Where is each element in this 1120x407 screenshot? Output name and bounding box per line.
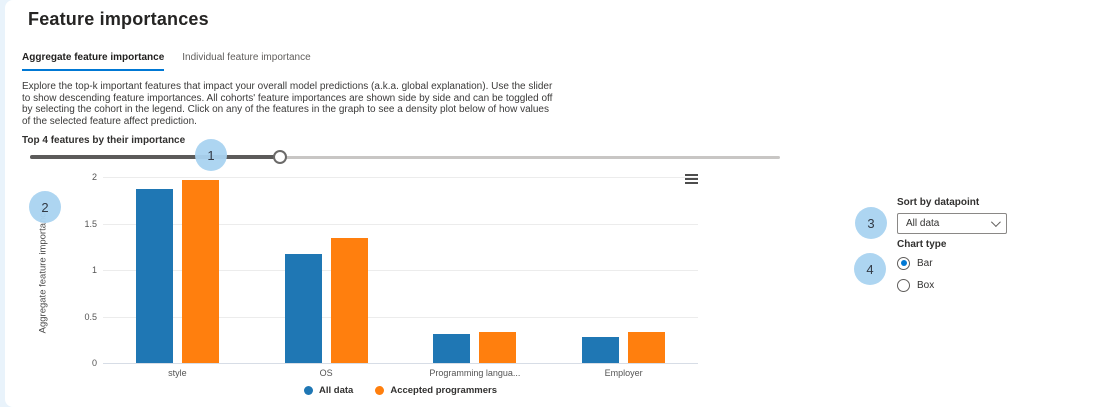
sort-dropdown-value: All data xyxy=(906,218,940,229)
legend-label: Accepted programmers xyxy=(390,385,497,396)
tab-aggregate-feature-importance[interactable]: Aggregate feature importance xyxy=(22,52,165,71)
chart-menu-hamburger-icon[interactable] xyxy=(685,174,698,186)
chevron-down-icon xyxy=(990,217,1001,228)
explanation-line: to show descending feature importances. … xyxy=(22,92,553,104)
x-axis-category-label: style xyxy=(168,368,187,378)
radio-label: Bar xyxy=(917,257,933,269)
radio-circle-icon xyxy=(897,256,910,270)
top-k-slider-fill xyxy=(30,155,280,159)
chart-type-radio-group: Bar Box xyxy=(897,256,934,292)
gridline xyxy=(103,223,698,225)
radio-chart-type-bar[interactable]: Bar xyxy=(897,256,934,270)
bar-all-data[interactable] xyxy=(433,334,471,363)
legend-color-dot xyxy=(304,386,314,395)
y-axis-tick-label: 2 xyxy=(91,172,97,182)
annotation-badge-4: 4 xyxy=(854,253,886,285)
gridline xyxy=(103,177,698,178)
legend-item[interactable]: Accepted programmers xyxy=(375,385,497,396)
tab-individual-feature-importance[interactable]: Individual feature importance xyxy=(182,52,311,63)
annotation-badge-3: 3 xyxy=(855,207,887,239)
radio-chart-type-box[interactable]: Box xyxy=(897,278,934,292)
x-axis-category-label: Programming langua... xyxy=(429,368,521,378)
bar-accepted-programmers[interactable] xyxy=(479,332,517,363)
gridline xyxy=(103,316,698,318)
radio-circle-icon xyxy=(897,278,910,292)
tab-bar: Aggregate feature importance Individual … xyxy=(22,52,311,71)
bar-accepted-programmers[interactable] xyxy=(330,238,368,363)
annotation-badge-1: 1 xyxy=(195,139,227,171)
y-axis-tick-label: 0.5 xyxy=(84,311,97,322)
explanation-line: by selecting the cohort in the legend. C… xyxy=(22,104,549,116)
y-axis-tick-label: 1 xyxy=(91,265,97,275)
gridline xyxy=(103,270,698,271)
bar-all-data[interactable] xyxy=(582,336,620,363)
explanation-line: of the selected feature affect predictio… xyxy=(22,115,197,127)
x-axis-category-label: OS xyxy=(319,368,333,378)
sort-by-datapoint-label: Sort by datapoint xyxy=(897,197,980,208)
explanation-line: Explore the top-k important features tha… xyxy=(22,81,553,92)
legend-item[interactable]: All data xyxy=(304,385,353,396)
top-k-slider-label: Top 4 features by their importance xyxy=(22,135,186,146)
annotation-badge-2: 2 xyxy=(29,191,61,223)
legend-color-dot xyxy=(375,386,385,395)
sort-by-datapoint-dropdown[interactable]: All data xyxy=(897,213,1007,234)
top-k-slider-track[interactable] xyxy=(30,156,780,159)
legend-label: All data xyxy=(319,385,354,396)
gridline xyxy=(103,363,698,364)
radio-dot xyxy=(900,260,907,266)
y-axis-tick-label: 1.5 xyxy=(84,218,97,229)
x-axis-category-label: Employer xyxy=(604,368,643,378)
y-axis-tick-label: 0 xyxy=(91,358,97,368)
page-title: Feature importances xyxy=(28,9,209,29)
chart-type-label: Chart type xyxy=(897,239,947,250)
bar-accepted-programmers[interactable] xyxy=(628,332,666,363)
feature-importance-bar-chart: 0 0.5 1 1.5 2 style OS Programming langua... Emp… xyxy=(84,172,698,378)
top-k-slider-thumb[interactable] xyxy=(273,150,287,164)
bar-accepted-programmers[interactable] xyxy=(181,179,219,363)
explanation-text: Explore the top-k important features tha… xyxy=(22,81,552,127)
bar-all-data[interactable] xyxy=(135,189,173,363)
bar-all-data[interactable] xyxy=(284,254,322,363)
chart-legend: All data Accepted programmers xyxy=(103,385,698,396)
radio-label: Box xyxy=(917,279,935,291)
